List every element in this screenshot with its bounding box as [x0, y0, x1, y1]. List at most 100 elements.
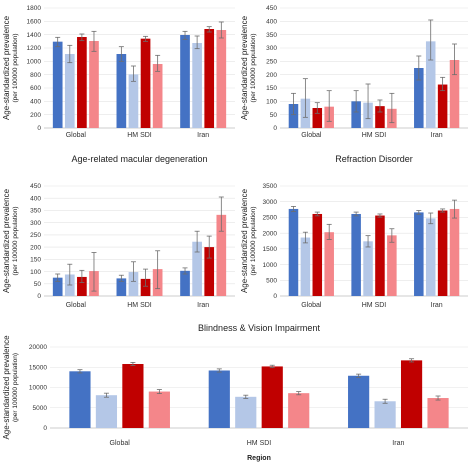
bar: [148, 391, 170, 428]
y-tick-label: 150: [30, 257, 41, 264]
bar: [208, 370, 230, 428]
bar: [180, 35, 190, 128]
y-tick-label: 1200: [27, 45, 42, 52]
y-tick-label: 400: [30, 99, 41, 106]
y-tick-label: 50: [34, 281, 42, 288]
y-tick-label: 500: [266, 277, 277, 284]
bar: [192, 43, 202, 128]
x-tick-label: Iran: [431, 302, 443, 309]
y-tick-label: 100: [266, 99, 277, 106]
y-tick-label: 400: [30, 195, 41, 202]
bar: [52, 277, 63, 296]
bar: [204, 29, 215, 128]
y-tick-label: 20000: [29, 344, 47, 351]
bar: [261, 366, 283, 428]
y-axis-label: Age-standardized prevalence: [2, 335, 11, 440]
bar: [312, 108, 323, 128]
bar: [77, 37, 87, 128]
chart-panel-1: 0 200 400 600 800 1000 1200 1400 1600 1800 Age-sta…: [2, 5, 235, 139]
y-tick-label: 0: [43, 425, 47, 432]
bar: [89, 41, 99, 128]
y-tick-label: 450: [266, 5, 277, 12]
bar: [387, 235, 397, 296]
bar: [312, 213, 323, 296]
x-tick-label: Iran: [197, 132, 209, 139]
y-tick-label: 350: [30, 208, 41, 215]
y-tick-label: 100: [30, 269, 41, 276]
y-axis-label: Age-standardized prevalence: [240, 188, 249, 293]
bar: [363, 241, 373, 296]
bar: [128, 74, 139, 128]
bar: [140, 278, 151, 296]
bar: [122, 364, 144, 428]
y-tick-label: 1600: [27, 19, 42, 26]
y-tick-label: 150: [266, 85, 277, 92]
bar: [192, 241, 202, 296]
y-tick-label: 0: [37, 125, 41, 132]
y-tick-label: 200: [266, 72, 277, 79]
bar: [204, 247, 215, 296]
bar: [128, 272, 139, 296]
bar: [152, 64, 163, 128]
bar: [351, 213, 361, 296]
bar: [69, 371, 91, 428]
bar: [235, 396, 257, 428]
y-tick-label: 2500: [263, 215, 278, 222]
y-tick-label: 5000: [33, 405, 48, 412]
bar: [180, 270, 190, 296]
y-tick-label: 250: [266, 59, 277, 66]
y-axis-label: Age-standardized prevalence: [2, 15, 11, 120]
bar: [64, 54, 75, 128]
y-tick-label: 450: [30, 183, 41, 190]
x-tick-label: HM SDI: [362, 132, 387, 139]
bar: [116, 278, 127, 296]
y-axis-sublabel: (per 100000 population): [250, 33, 257, 102]
x-tick-label: Global: [66, 302, 87, 309]
bar: [449, 60, 460, 128]
bar: [77, 276, 87, 296]
y-tick-label: 0: [273, 293, 277, 300]
bar: [414, 68, 424, 128]
y-tick-label: 250: [30, 232, 41, 239]
bar: [374, 401, 396, 428]
x-tick-label: Iran: [197, 302, 209, 309]
y-tick-label: 10000: [29, 385, 47, 392]
y-axis-sublabel: (per 100000 population): [12, 206, 19, 275]
y-tick-label: 300: [30, 220, 41, 227]
y-tick-label: 0: [273, 125, 277, 132]
bar: [95, 395, 118, 428]
bar: [414, 212, 424, 296]
chart-title: Refraction Disorder: [335, 154, 413, 164]
bar: [116, 54, 127, 128]
y-tick-label: 200: [30, 244, 41, 251]
x-tick-label: Global: [110, 440, 131, 447]
chart-panel-3: Age-related macular degeneration 0 50 100 15…: [2, 154, 235, 309]
y-tick-label: 1800: [27, 5, 42, 12]
y-tick-label: 1000: [27, 59, 42, 66]
bar: [427, 398, 449, 428]
y-axis-sublabel: (per 100000 population): [250, 206, 257, 275]
y-tick-label: 1000: [263, 262, 278, 269]
bar: [288, 208, 299, 296]
y-tick-label: 300: [266, 45, 277, 52]
chart-panel-4: Refraction Disorder 0 500 1000 1500 2000 2500 3…: [240, 154, 468, 309]
x-tick-label: Global: [66, 132, 87, 139]
bar: [288, 104, 299, 128]
y-tick-label: 600: [30, 85, 41, 92]
y-tick-label: 50: [270, 112, 278, 119]
y-tick-label: 1400: [27, 32, 42, 39]
x-axis-label: Region: [247, 455, 271, 462]
y-axis-sublabel: (per 100000 population): [12, 33, 19, 102]
x-tick-label: HM SDI: [127, 132, 152, 139]
bar: [216, 214, 227, 296]
bar: [375, 215, 385, 296]
x-tick-label: HM SDI: [362, 302, 387, 309]
y-tick-label: 200: [30, 112, 41, 119]
bar: [375, 106, 385, 128]
y-tick-label: 400: [266, 19, 277, 26]
bar: [300, 237, 311, 296]
chart-panel-2: 0 50 100 150 200 250 300 350 400 450 Age-standardi…: [240, 5, 468, 139]
y-tick-label: 350: [266, 32, 277, 39]
bar: [52, 41, 63, 128]
